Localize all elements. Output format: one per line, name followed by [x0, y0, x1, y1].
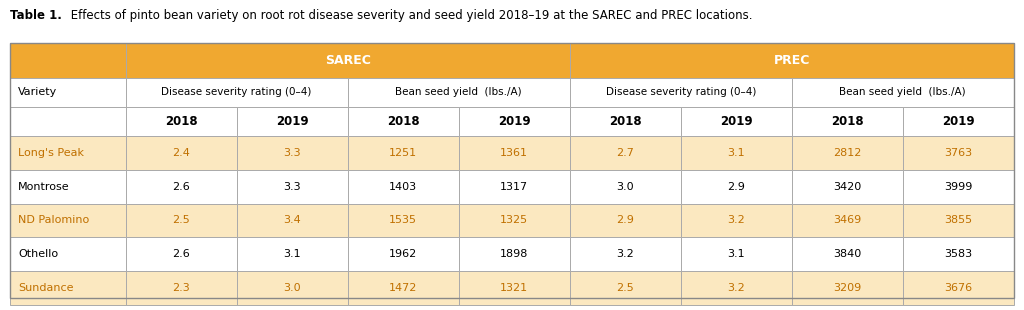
- Text: 1962: 1962: [389, 249, 418, 259]
- Text: 3.2: 3.2: [727, 215, 745, 225]
- Text: 3420: 3420: [834, 182, 861, 192]
- Text: 2018: 2018: [165, 115, 198, 128]
- Text: 1403: 1403: [389, 182, 417, 192]
- Text: 2.7: 2.7: [616, 148, 634, 158]
- Text: 3840: 3840: [834, 249, 861, 259]
- Text: Long's Peak: Long's Peak: [18, 148, 84, 158]
- Text: 2.5: 2.5: [616, 283, 634, 293]
- Text: ND Palomino: ND Palomino: [18, 215, 89, 225]
- Text: 3763: 3763: [944, 148, 973, 158]
- Text: PREC: PREC: [773, 54, 810, 67]
- Text: 3583: 3583: [944, 249, 973, 259]
- Text: 1535: 1535: [389, 215, 417, 225]
- Text: 2.6: 2.6: [172, 249, 190, 259]
- Text: 3209: 3209: [834, 283, 861, 293]
- Text: 1472: 1472: [389, 283, 418, 293]
- Text: 2.9: 2.9: [616, 215, 634, 225]
- Text: Othello: Othello: [18, 249, 58, 259]
- Text: 3.1: 3.1: [727, 249, 745, 259]
- Text: SAREC: SAREC: [325, 54, 371, 67]
- Text: 3676: 3676: [944, 283, 973, 293]
- Text: 2812: 2812: [834, 148, 861, 158]
- Text: 3.3: 3.3: [284, 148, 301, 158]
- Text: 3.0: 3.0: [284, 283, 301, 293]
- Text: Montrose: Montrose: [18, 182, 70, 192]
- Text: Bean seed yield  (lbs./A): Bean seed yield (lbs./A): [395, 87, 522, 97]
- Text: 3.2: 3.2: [727, 283, 745, 293]
- Text: 2018: 2018: [830, 115, 863, 128]
- Text: 2019: 2019: [275, 115, 308, 128]
- Text: 1321: 1321: [500, 283, 528, 293]
- Text: 1251: 1251: [389, 148, 417, 158]
- Text: 3.3: 3.3: [284, 182, 301, 192]
- Text: 2.4: 2.4: [172, 148, 190, 158]
- Text: Variety: Variety: [18, 87, 57, 97]
- Text: 2018: 2018: [387, 115, 420, 128]
- Text: 2.5: 2.5: [172, 215, 190, 225]
- Text: Disease severity rating (0–4): Disease severity rating (0–4): [605, 87, 756, 97]
- Text: 1361: 1361: [500, 148, 528, 158]
- Text: 3.1: 3.1: [284, 249, 301, 259]
- Text: 2019: 2019: [942, 115, 975, 128]
- Text: 1317: 1317: [500, 182, 528, 192]
- Text: Table 1.: Table 1.: [10, 9, 62, 22]
- Text: 3.2: 3.2: [616, 249, 634, 259]
- Text: 3.1: 3.1: [727, 148, 745, 158]
- Text: Effects of pinto bean variety on root rot disease severity and seed yield 2018–1: Effects of pinto bean variety on root ro…: [67, 9, 752, 22]
- Text: 3.4: 3.4: [284, 215, 301, 225]
- Text: 2.3: 2.3: [172, 283, 190, 293]
- Text: 3999: 3999: [944, 182, 973, 192]
- Text: 2.6: 2.6: [172, 182, 190, 192]
- Text: 2019: 2019: [498, 115, 530, 128]
- Text: Bean seed yield  (lbs./A): Bean seed yield (lbs./A): [840, 87, 966, 97]
- Text: 2019: 2019: [720, 115, 753, 128]
- Text: 3469: 3469: [834, 215, 861, 225]
- Text: 1325: 1325: [500, 215, 528, 225]
- Text: Sundance: Sundance: [18, 283, 74, 293]
- Text: 2018: 2018: [609, 115, 641, 128]
- Text: 3.0: 3.0: [616, 182, 634, 192]
- Text: 2.9: 2.9: [727, 182, 745, 192]
- Text: 1898: 1898: [500, 249, 528, 259]
- Text: Disease severity rating (0–4): Disease severity rating (0–4): [162, 87, 312, 97]
- Text: 3855: 3855: [944, 215, 973, 225]
